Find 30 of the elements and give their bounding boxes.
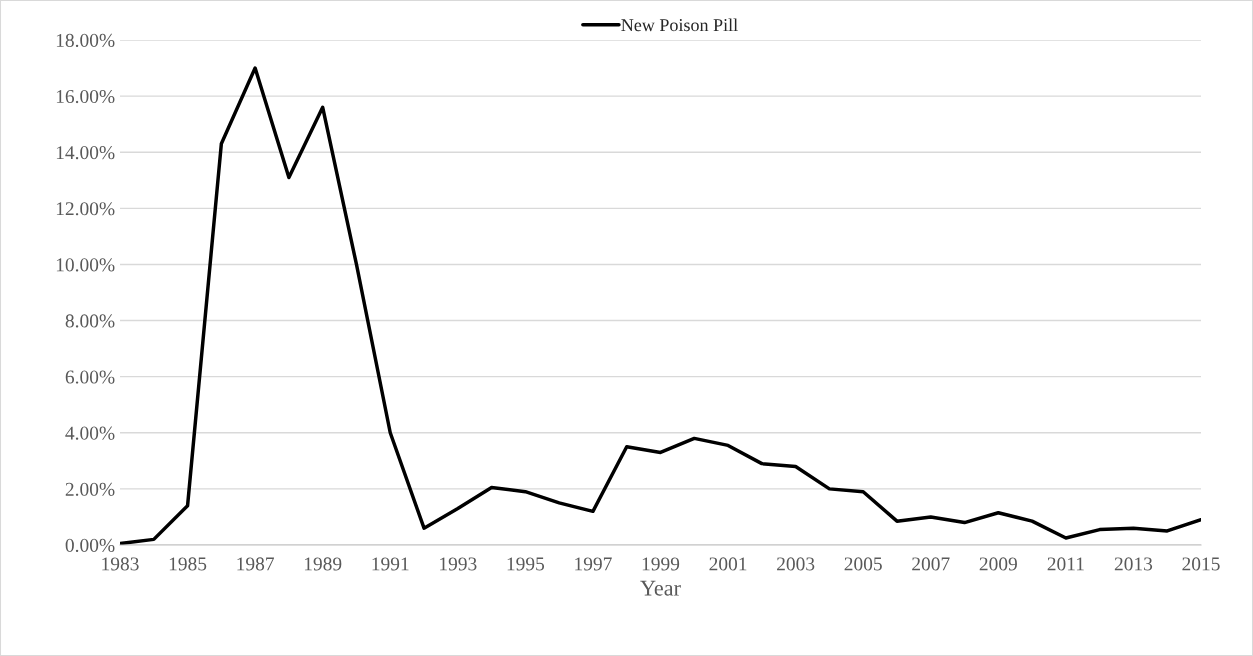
- y-tick-label: 0.00%: [65, 538, 115, 553]
- y-tick-label: 16.00%: [56, 89, 115, 104]
- legend-label: New Poison Pill: [621, 18, 738, 32]
- y-tick-label: 8.00%: [65, 314, 115, 328]
- x-tick-label: 2009: [979, 557, 1017, 571]
- x-tick-label: 2011: [1047, 557, 1084, 571]
- y-tick-label: 2.00%: [65, 482, 115, 496]
- x-tick-label: 1999: [642, 557, 680, 571]
- y-tick-label: 14.00%: [56, 146, 115, 160]
- line-series: [120, 66, 1201, 545]
- x-tick-label: 1997: [575, 557, 612, 571]
- x-tick-label: 2013: [1114, 557, 1153, 571]
- x-tick-label: 1987: [237, 557, 275, 571]
- x-tick-label: 2003: [777, 557, 815, 571]
- x-tick-label: 2007: [912, 557, 950, 571]
- y-tick-label: 12.00%: [56, 202, 115, 216]
- x-tick-label: 1985: [169, 557, 207, 571]
- y-tick-label: 6.00%: [65, 370, 115, 384]
- x-tick-label: 1993: [440, 557, 477, 571]
- x-axis-title: Year: [640, 580, 681, 596]
- x-tick-label: 2005: [844, 557, 882, 571]
- y-tick-label: 18.00%: [56, 33, 115, 48]
- x-tick-label: 1991: [372, 557, 409, 571]
- x-tick-label: 1989: [304, 557, 342, 571]
- x-tick-label: 2001: [709, 557, 747, 571]
- x-tick-label: 2015: [1182, 557, 1220, 571]
- y-tick-label: 10.00%: [56, 258, 115, 272]
- x-tick-label: 1995: [507, 557, 545, 571]
- y-tick-label: 4.00%: [65, 426, 115, 440]
- x-tick-label: 1983: [102, 557, 139, 571]
